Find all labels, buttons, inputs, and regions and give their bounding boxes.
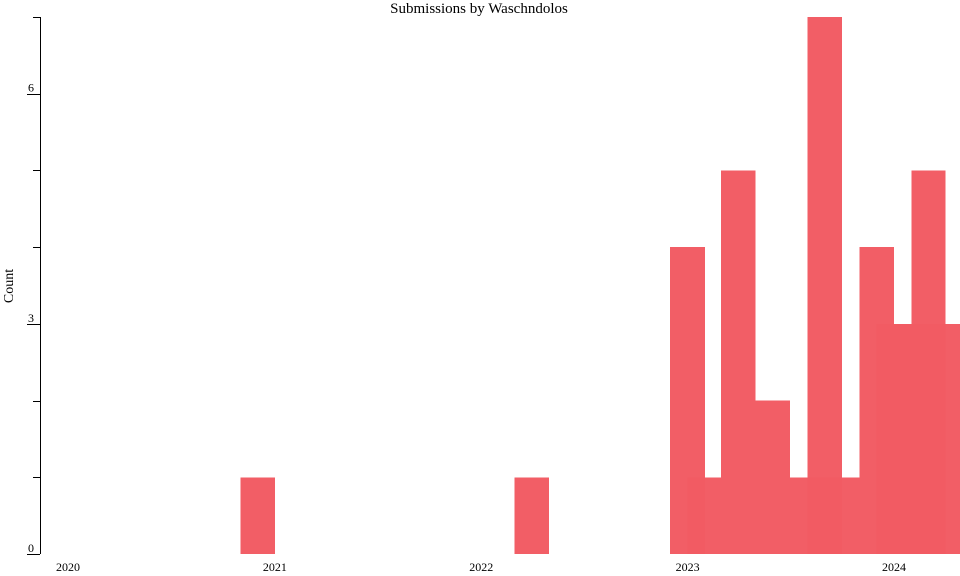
bar xyxy=(721,170,756,554)
x-tick-label: 2024 xyxy=(882,560,906,574)
x-tick-label: 2021 xyxy=(263,560,287,574)
y-tick-label: 3 xyxy=(28,311,34,325)
x-tick-label: 2023 xyxy=(676,560,700,574)
bar xyxy=(927,323,960,554)
x-tick-label: 2020 xyxy=(56,560,80,574)
x-ticks-group: 2020 2021 2022 2023 2024 xyxy=(56,560,906,574)
y-axis-label: Count xyxy=(2,269,17,303)
x-tick-label: 2022 xyxy=(469,560,493,574)
bar xyxy=(755,400,790,554)
bar xyxy=(687,477,721,554)
y-tick-label: 6 xyxy=(28,81,34,95)
bar xyxy=(240,477,275,554)
chart-title: Submissions by Waschndolos xyxy=(390,1,568,17)
bar xyxy=(514,477,550,554)
bar xyxy=(807,17,842,554)
y-tick-label: 0 xyxy=(28,541,34,555)
bars-group xyxy=(240,17,960,554)
bar xyxy=(825,477,860,554)
y-ticks-group: 0 3 6 xyxy=(27,17,40,555)
